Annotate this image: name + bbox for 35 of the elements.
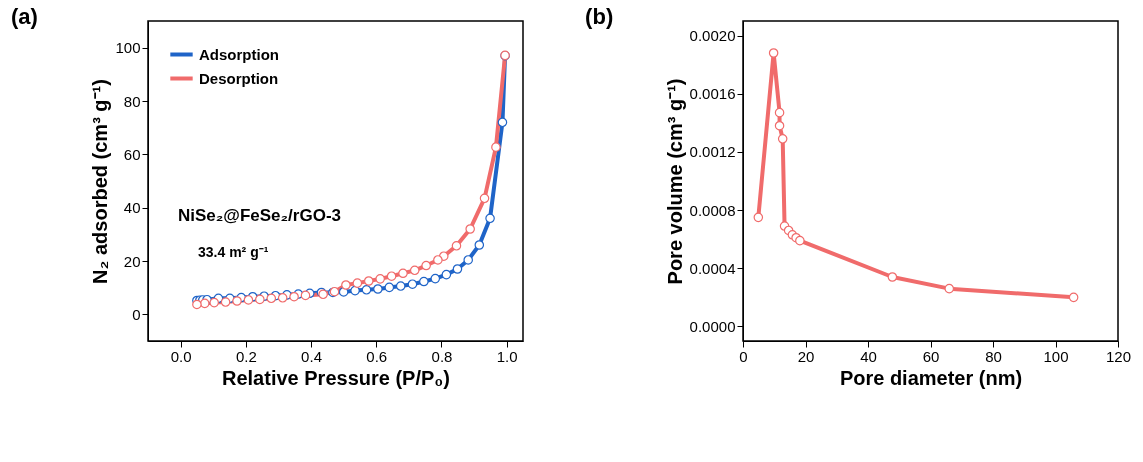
- x-tick-label: 0.2: [235, 347, 257, 365]
- y-axis-title: N₂ adsorbed (cm³ g⁻¹): [89, 79, 112, 284]
- y-tick-label: 0.0016: [689, 85, 736, 103]
- y-tick-label: 0: [132, 305, 141, 323]
- legend-label: Adsorption: [199, 45, 279, 63]
- y-tick-label: 40: [123, 199, 141, 217]
- y-tick-label: 80: [123, 92, 141, 110]
- chart-title: (b): [585, 4, 614, 29]
- x-tick-label: 60: [922, 347, 940, 365]
- x-tick-label: 100: [1043, 347, 1069, 365]
- x-axis-title: Relative Pressure (P/P₀): [221, 366, 451, 389]
- y-tick-label: 0.0004: [689, 259, 736, 277]
- x-tick-label: 0.6: [366, 347, 388, 365]
- y-tick-label: 0.0008: [689, 201, 736, 219]
- legend-label: Desorption: [199, 69, 279, 87]
- x-tick-label: 0.4: [301, 347, 322, 365]
- annotation: 33.4 m² g⁻¹: [198, 244, 269, 260]
- y-tick-label: 0.0012: [689, 143, 736, 161]
- y-tick-label: 100: [115, 39, 141, 57]
- x-tick-label: 0.8: [431, 347, 453, 365]
- y-tick-label: 0.0000: [689, 317, 736, 335]
- y-tick-label: 0.0020: [689, 27, 736, 45]
- x-tick-label: 20: [797, 347, 815, 365]
- x-tick-label: 40: [860, 347, 877, 365]
- y-tick-label: 20: [123, 252, 141, 270]
- x-axis-title: Pore diameter (nm): [839, 366, 1023, 389]
- x-tick-label: 0.0: [170, 347, 192, 365]
- x-tick-label: 1.0: [496, 347, 518, 365]
- annotation: NiSe₂@FeSe₂/rGO-3: [178, 206, 342, 225]
- x-tick-label: 120: [1105, 347, 1132, 365]
- y-tick-label: 60: [123, 145, 141, 163]
- y-axis-title: Pore volume (cm³ g⁻¹): [663, 78, 686, 285]
- x-tick-label: 0: [739, 347, 748, 365]
- chart-title: (a): [10, 4, 38, 29]
- x-tick-label: 80: [985, 347, 1002, 365]
